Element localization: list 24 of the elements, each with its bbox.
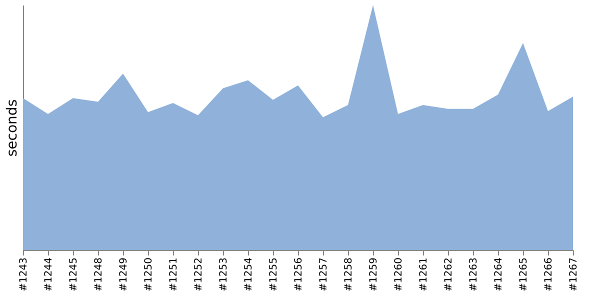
x-tick-label: #1249 [118, 258, 130, 292]
x-tick-label: #1251 [168, 258, 180, 292]
x-tick-label: #1248 [94, 258, 104, 292]
x-tick-label: #1259 [368, 258, 380, 292]
x-tick-label: #1252 [194, 258, 204, 292]
x-tick-label: #1261 [418, 258, 430, 292]
x-tick-label: #1265 [518, 258, 530, 292]
x-tick-label: #1264 [494, 258, 504, 292]
x-tick-label: #1253 [218, 258, 230, 292]
x-tick-label: #1244 [44, 258, 54, 292]
x-tick-label: #1262 [444, 258, 454, 292]
x-tick-label: #1256 [294, 258, 304, 292]
x-tick-label: #1250 [144, 258, 154, 292]
x-tick-label: #1245 [68, 258, 80, 292]
x-tick-label: #1257 [318, 258, 330, 292]
x-tick-label: #1258 [344, 258, 354, 292]
x-tick-label: #1255 [268, 258, 280, 292]
y-axis-title: seconds [4, 99, 20, 157]
x-tick-label: #1243 [18, 258, 30, 292]
x-tick-label: #1254 [244, 258, 254, 292]
x-tick-label: #1260 [394, 258, 404, 292]
x-tick-label: #1263 [468, 258, 480, 292]
x-tick-label: #1267 [568, 258, 580, 292]
x-tick-label: #1266 [544, 258, 554, 292]
